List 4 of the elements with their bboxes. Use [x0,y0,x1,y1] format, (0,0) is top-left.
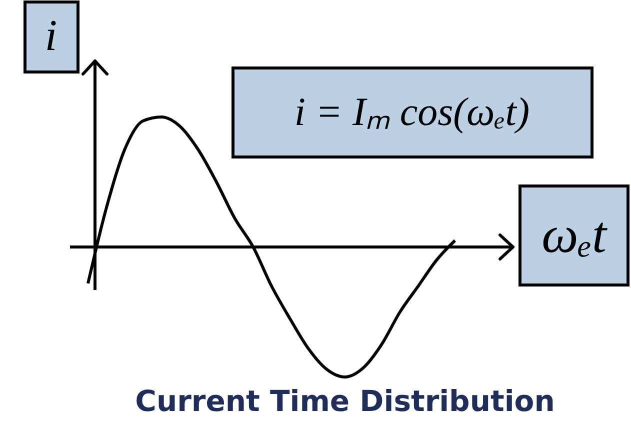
annotation: i = Iₘ cos(ωₑt) [294,89,530,134]
y-axis-title: i [44,11,58,60]
text: Current Time Distribution [135,384,555,418]
x-axis-title: ωₑt [542,207,608,264]
